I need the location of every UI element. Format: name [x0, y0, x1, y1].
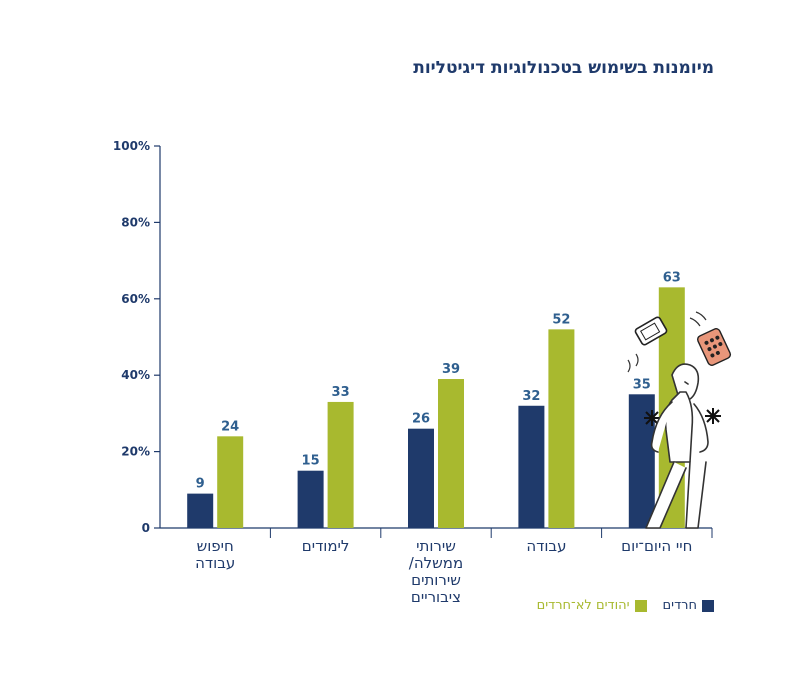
y-tick-label: 60%: [121, 292, 150, 306]
x-category-label: חיפוש: [197, 537, 234, 555]
calculator-icon: [696, 328, 732, 366]
bar-value-label: 26: [412, 412, 430, 427]
bar-haredim: [408, 428, 434, 528]
bar-value-label: 63: [663, 270, 681, 285]
juggling-person-illustration: [627, 311, 732, 529]
bar-value-label: 15: [302, 454, 320, 469]
bar-value-label: 39: [442, 362, 460, 377]
y-tick-label: 100%: [113, 139, 150, 153]
y-tick-label: 40%: [121, 368, 150, 382]
y-tick-label: 20%: [121, 445, 150, 459]
bar-value-label: 35: [633, 377, 651, 392]
bar-value-label: 52: [552, 312, 570, 327]
legend-swatch-non-haredim: [634, 599, 647, 612]
x-category-label: לימודים: [302, 537, 350, 555]
person-figure: [645, 363, 709, 529]
x-category-label: עבודה: [526, 537, 566, 555]
x-category-label: שירותי: [416, 537, 456, 555]
x-category-label: שירותים: [411, 571, 461, 589]
bar-haredim: [187, 493, 214, 528]
bar-non-haredim: [438, 379, 464, 528]
spark-icon: [705, 408, 721, 424]
legend-item-non-haredim: יהודים לא־חרדים: [537, 598, 647, 613]
y-tick-label: 80%: [121, 215, 150, 229]
legend-swatch-haredim: [702, 599, 714, 612]
bar-value-label: 33: [332, 385, 350, 400]
bar-value-label: 32: [522, 389, 540, 404]
bar-non-haredim: [548, 329, 575, 528]
legend-label-non-haredim: יהודים לא־חרדים: [536, 598, 630, 613]
x-category-label: ציבוריים: [411, 588, 461, 606]
x-category-label: חיי היום־יום: [621, 537, 692, 555]
x-category-label: ממשלה/: [409, 554, 463, 572]
bar-haredim: [297, 470, 324, 528]
chart-bars: 9 24 15 33 26 39 32 52 35 63: [187, 270, 685, 528]
phone-icon: [634, 316, 668, 346]
chart-title: מיומנות בשימוש בטכנולוגיות דיגיטליות: [413, 58, 714, 78]
legend-label-haredim: חרדים: [662, 598, 697, 613]
chart-legend: חרדים יהודים לא־חרדים: [527, 598, 714, 613]
y-tick-label: 0: [142, 521, 150, 535]
bar-value-label: 9: [196, 477, 205, 492]
bar-value-label: 24: [221, 419, 239, 434]
bar-haredim: [628, 394, 655, 528]
legend-item-haredim: חרדים: [663, 598, 714, 613]
spark-icon: [644, 410, 660, 426]
x-category-label: עבודה: [195, 554, 235, 572]
bar-non-haredim: [327, 401, 354, 528]
bar-non-haredim: [217, 436, 244, 528]
bar-haredim: [518, 405, 545, 528]
